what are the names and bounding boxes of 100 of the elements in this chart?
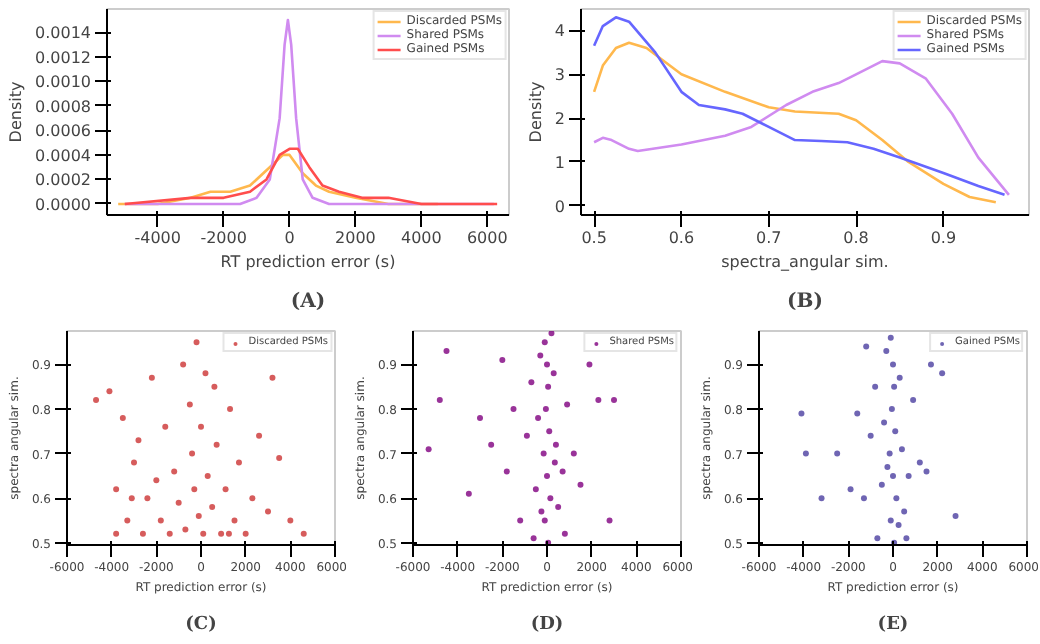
- point: [952, 513, 959, 520]
- point: [204, 472, 211, 479]
- point: [570, 450, 577, 457]
- text: (C): [185, 615, 217, 635]
- point: [802, 450, 809, 457]
- point: [425, 446, 432, 453]
- point: [887, 517, 894, 524]
- point: [884, 463, 891, 470]
- point: [916, 459, 923, 466]
- point: [542, 406, 549, 413]
- point: [189, 450, 196, 457]
- point: [595, 397, 602, 404]
- point: [561, 530, 568, 537]
- point: [927, 361, 934, 368]
- y-tick-label: 0.0008: [35, 97, 92, 116]
- text: (D): [530, 615, 564, 635]
- point: [113, 530, 120, 537]
- point: [157, 517, 164, 524]
- point: [135, 437, 142, 444]
- x-tick-label: 6000: [466, 229, 508, 247]
- point: [195, 513, 202, 520]
- point: [883, 348, 890, 355]
- point: [895, 521, 902, 528]
- point: [564, 401, 571, 408]
- point: [119, 414, 126, 421]
- point: [249, 495, 256, 502]
- point: [477, 414, 483, 421]
- point: [488, 441, 495, 448]
- x-tick-label: 4000: [400, 229, 442, 247]
- point: [892, 428, 899, 435]
- point: [898, 446, 905, 453]
- point: [153, 477, 160, 484]
- point: [886, 450, 893, 457]
- point: [878, 481, 885, 488]
- point: [499, 356, 506, 363]
- point: [586, 361, 593, 368]
- point: [465, 490, 472, 497]
- x-tick-label: 0.6: [668, 229, 695, 247]
- point: [436, 397, 443, 404]
- point: [546, 428, 553, 435]
- point: [541, 339, 548, 346]
- x-tick-label: -4000: [134, 229, 181, 247]
- point: [242, 530, 249, 537]
- point: [544, 472, 550, 479]
- point: [175, 499, 182, 506]
- point: [231, 517, 238, 524]
- point: [545, 383, 552, 390]
- x-tick-label: -2000: [200, 229, 247, 247]
- point: [198, 423, 204, 430]
- point: [235, 459, 242, 466]
- x-tick-label: 2000: [335, 229, 376, 247]
- point: [202, 370, 209, 377]
- point: [854, 410, 861, 417]
- point: [93, 397, 100, 404]
- point: [867, 432, 874, 439]
- point: [124, 517, 131, 524]
- point: [818, 495, 825, 502]
- point: [510, 406, 517, 413]
- point: [544, 361, 550, 368]
- x-axis-title: spectra_angular sim.: [721, 253, 889, 271]
- x-tick-label: 0: [284, 229, 295, 247]
- point: [213, 441, 220, 448]
- y-tick-label: 3: [554, 66, 566, 85]
- point: [144, 495, 151, 502]
- point: [162, 423, 169, 430]
- point: [222, 486, 229, 493]
- point: [888, 406, 895, 413]
- point: [227, 406, 234, 413]
- x-tick-label: 0.8: [843, 229, 869, 247]
- y-axis-title: Density: [526, 81, 545, 143]
- text: (E): [877, 615, 909, 635]
- x-axis-title: RT prediction error (s): [220, 253, 396, 271]
- point: [890, 361, 896, 368]
- y-tick-label: 0.0010: [35, 73, 92, 92]
- point: [890, 472, 896, 479]
- point: [523, 432, 530, 439]
- point: [903, 535, 910, 542]
- point: [193, 339, 200, 346]
- point: [874, 535, 881, 542]
- point: [443, 348, 450, 355]
- point: [269, 374, 276, 381]
- point: [910, 397, 917, 404]
- point: [847, 486, 854, 493]
- point: [860, 495, 867, 502]
- point: [211, 383, 218, 390]
- point: [256, 432, 263, 439]
- x-tick-label: 0.7: [756, 229, 782, 247]
- y-tick-label: 0.0002: [35, 171, 92, 190]
- point: [540, 450, 547, 457]
- point: [528, 379, 535, 386]
- point: [218, 530, 225, 537]
- point: [182, 526, 189, 533]
- text: (B): [787, 291, 823, 313]
- y-tick-label: 0: [554, 197, 566, 216]
- point: [577, 481, 584, 488]
- point: [139, 530, 146, 537]
- y-axis-title: Density: [7, 81, 26, 143]
- point: [225, 530, 232, 537]
- y-tick-label: 0.0014: [35, 24, 92, 43]
- y-tick-label: 0.0004: [35, 146, 92, 165]
